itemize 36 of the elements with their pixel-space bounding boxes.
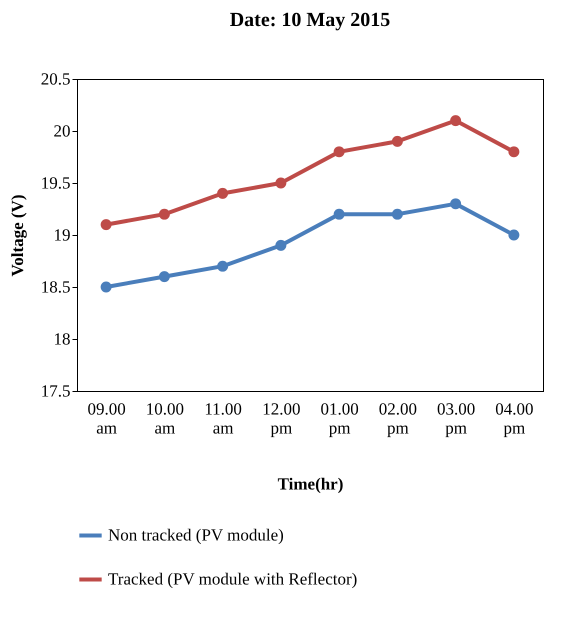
x-tick-label: 04.00 pm [495,400,534,438]
point [100,219,112,230]
point [217,188,228,199]
y-tick-label: 19.5 [40,174,70,192]
point [334,208,345,220]
point [392,208,403,220]
point [158,208,170,220]
y-tick-label: 20.5 [40,70,70,88]
x-tick-label: 09.00 am [88,400,126,438]
y-tick-label: 18 [54,330,70,348]
y-tick-label: 20 [54,122,70,140]
x-tick-label: 10.00 am [146,400,184,438]
point [275,178,286,188]
point [100,282,112,292]
legend-label: Non tracked (PV module) [108,526,284,544]
point [450,115,462,126]
point [217,260,228,272]
point [508,146,520,158]
y-axis-title: Voltage (V) [8,194,27,276]
point [508,230,520,240]
y-tick-label: 17.5 [40,382,70,400]
point [275,240,286,251]
legend-label: Tracked (PV module with Reflector) [108,570,358,588]
y-tick-label: 19 [54,226,70,244]
point [158,271,170,282]
x-tick-label: 02.00 pm [378,400,417,438]
x-tick-label: 11.00 am [204,400,242,438]
x-tick-label: 03.00 pm [437,400,476,438]
y-tick-label: 18.5 [40,278,70,296]
x-axis-title: Time(hr) [278,474,344,494]
point [334,146,345,158]
x-tick-label: 12.00 pm [262,400,300,438]
chart-title: Date: 10 May 2015 [230,9,390,31]
x-tick-label: 01.00 pm [320,400,359,438]
point [392,136,403,147]
point [450,198,462,210]
